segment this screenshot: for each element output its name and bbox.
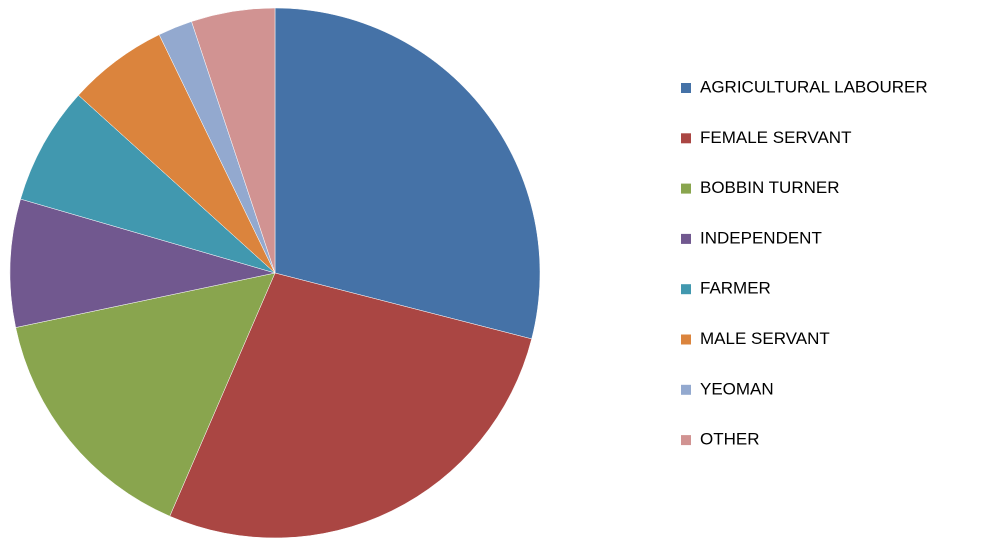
legend-label: OTHER [700,430,760,449]
legend-swatch [681,133,691,144]
legend-label: MALE SERVANT [700,329,830,348]
pie-slice [191,7,276,274]
legend-label: FARMER [700,279,771,298]
pie-slice [274,7,541,340]
legend-label: FEMALE SERVANT [700,128,851,147]
legend-swatch [681,334,691,345]
pie-slice [15,272,276,517]
legend-label: YEOMAN [700,379,774,398]
legend-label: AGRICULTURAL LABOURER [700,77,928,96]
legend-swatch [681,384,691,395]
legend-label: INDEPENDENT [700,228,822,247]
legend-swatch [681,233,691,244]
legend-swatch [681,284,691,295]
pie-slice [169,272,532,539]
legend-swatch [681,435,691,446]
pie-slice [20,94,276,274]
pie-slice [9,198,276,328]
legend-swatch [681,183,691,194]
legend-swatch [681,83,691,93]
legend-label: BOBBIN TURNER [700,178,840,197]
